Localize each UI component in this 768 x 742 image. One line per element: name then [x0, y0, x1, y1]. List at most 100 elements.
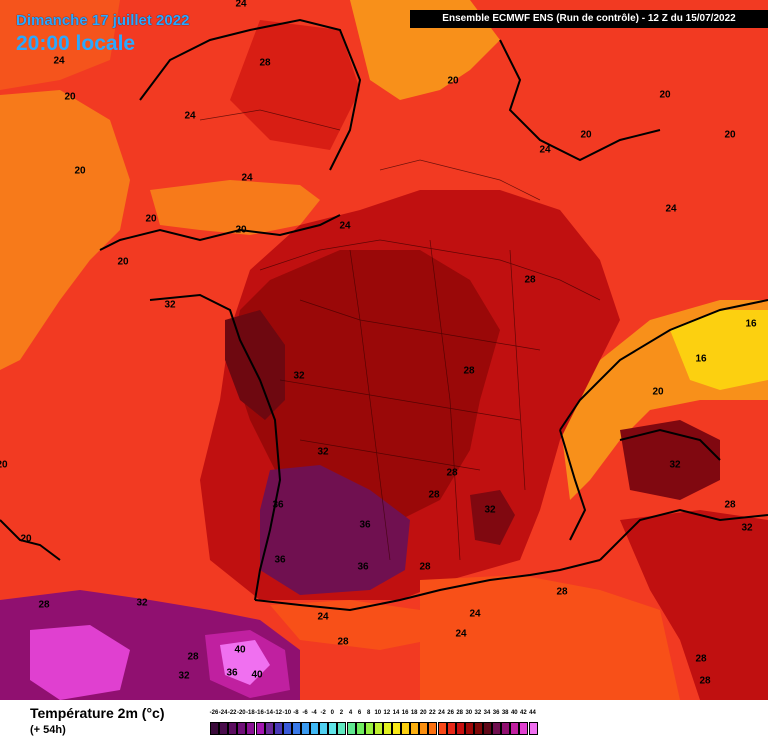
scale-swatch: [310, 722, 320, 735]
coastlines: [0, 18, 768, 612]
contour-label: 20: [20, 533, 32, 545]
field-southwest-36: [260, 465, 410, 595]
forecast-date: Dimanche 17 juillet 2022: [16, 12, 190, 29]
scale-tick-label: -12: [273, 710, 283, 716]
scale-tick-label: 20: [419, 710, 427, 716]
temperature-map: [0, 0, 768, 700]
scale-swatch: [446, 722, 456, 735]
scale-tick-label: 0: [330, 710, 334, 716]
contour-label: 20: [659, 89, 671, 101]
field-ocean-west: [0, 90, 130, 370]
field-east-32: [620, 420, 720, 500]
contour-label: 20: [0, 459, 8, 471]
scale-swatch: [510, 722, 520, 735]
contour-label: 24: [235, 0, 247, 10]
contour-label: 36: [274, 554, 286, 566]
contour-label: 36: [357, 561, 369, 573]
contour-label: 28: [428, 489, 440, 501]
scale-tick-label: 32: [474, 710, 482, 716]
scale-swatch: [419, 722, 429, 735]
contour-label: 20: [117, 256, 129, 268]
field-rhone-32: [470, 490, 515, 545]
borders: [199, 109, 601, 561]
scale-swatch: [255, 722, 265, 735]
contour-label: 20: [652, 386, 664, 398]
contour-label: 16: [695, 353, 707, 365]
contour-label: 20: [145, 213, 157, 225]
field-alps-yellow: [670, 310, 768, 390]
contour-label: 28: [556, 586, 568, 598]
contour-label: 32: [136, 597, 148, 609]
field-ebro-44: [220, 640, 270, 685]
contour-label: 20: [64, 91, 76, 103]
scale-tick-label: 4: [348, 710, 353, 716]
scale-tick-label: -24: [218, 710, 228, 716]
contour-label: 24: [339, 220, 351, 232]
scale-tick-label: -2: [320, 710, 326, 716]
contour-label: 28: [699, 675, 711, 687]
scale-swatch: [264, 722, 274, 735]
contour-label: 28: [187, 651, 199, 663]
field-italy: [620, 510, 768, 700]
scale-tick-label: 18: [410, 710, 418, 716]
scale-tick-label: -6: [302, 710, 308, 716]
scale-tick-label: 6: [357, 710, 362, 716]
contour-label: 24: [317, 611, 329, 623]
contour-label: 24: [469, 608, 481, 620]
scale-tick-label: 10: [374, 710, 382, 716]
contour-label: 28: [38, 599, 50, 611]
field-spain-40: [30, 625, 130, 700]
scale-swatch: [519, 722, 529, 735]
contour-label: 32: [669, 459, 681, 471]
scale-tick-label: -14: [264, 710, 273, 716]
scale-swatch: [210, 722, 219, 735]
scale-swatch: [464, 722, 474, 735]
scale-tick-label: 26: [447, 710, 454, 716]
scale-tick-label: 8: [367, 710, 371, 716]
contour-label: 32: [178, 670, 190, 682]
scale-swatch: [291, 722, 301, 735]
scale-tick-label: 40: [510, 710, 518, 716]
contour-label: 32: [484, 504, 496, 516]
scale-swatch: [437, 722, 447, 735]
contour-label: 24: [184, 110, 196, 122]
contour-label: 40: [234, 644, 246, 656]
scale-swatch: [319, 722, 329, 735]
scale-tick-label: -4: [311, 710, 317, 716]
contour-label: 40: [251, 669, 263, 681]
scale-tick-label: -10: [282, 710, 292, 716]
contour-label: 20: [724, 129, 736, 141]
scale-swatch: [346, 722, 356, 735]
scale-swatch: [337, 722, 347, 735]
scale-swatch: [228, 722, 238, 735]
contour-label: 28: [259, 57, 271, 69]
scale-swatch: [455, 722, 465, 735]
contour-label: 28: [419, 561, 431, 573]
contour-label: 28: [724, 499, 736, 511]
scale-tick-label: -8: [293, 710, 299, 716]
contour-label: 20: [447, 75, 459, 87]
scale-swatch: [282, 722, 292, 735]
scale-swatch: [237, 722, 247, 735]
contour-label: 24: [53, 55, 65, 67]
contour-label: 20: [235, 224, 247, 236]
contour-label: 32: [293, 370, 305, 382]
contour-label: 32: [317, 446, 329, 458]
scale-swatch: [501, 722, 511, 735]
forecast-time: 20:00 locale: [16, 32, 136, 55]
scale-tick-label: 16: [401, 710, 409, 716]
contour-label: 32: [164, 299, 176, 311]
scale-tick-label: 36: [492, 710, 500, 716]
scale-tick-label: 44: [529, 710, 536, 716]
scale-tick-label: -22: [227, 710, 237, 716]
contour-label: 24: [665, 203, 677, 215]
contour-label: 28: [524, 274, 536, 286]
field-corsica-sea: [270, 600, 430, 650]
scale-swatch: [382, 722, 392, 735]
scale-swatch: [373, 722, 383, 735]
scale-tick-label: -26: [209, 710, 219, 716]
scale-swatch: [364, 722, 374, 735]
field-channel: [150, 180, 320, 235]
contour-label: 20: [580, 129, 592, 141]
scale-tick-label: 34: [483, 710, 491, 716]
